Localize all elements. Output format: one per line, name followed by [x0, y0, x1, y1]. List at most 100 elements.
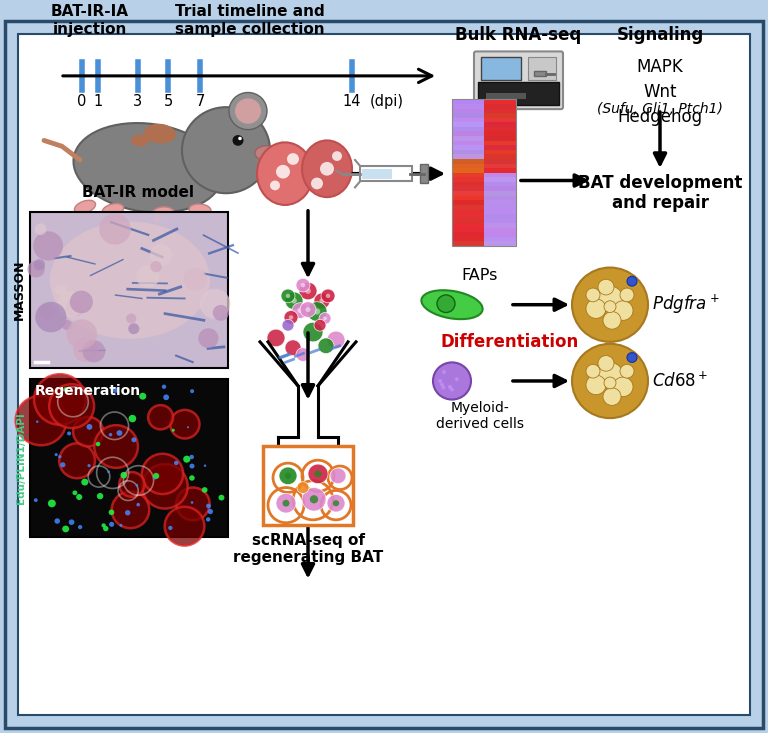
Bar	[484, 163, 517, 168]
Ellipse shape	[102, 204, 124, 216]
Circle shape	[620, 364, 634, 378]
Circle shape	[572, 344, 648, 418]
Circle shape	[323, 317, 327, 320]
Bar	[452, 117, 485, 122]
Bar	[484, 103, 517, 108]
Circle shape	[202, 487, 207, 493]
Circle shape	[283, 500, 290, 507]
Circle shape	[136, 265, 160, 288]
Circle shape	[111, 491, 149, 528]
Bar	[452, 168, 485, 173]
Bar	[484, 218, 517, 223]
Circle shape	[300, 302, 316, 317]
Bar	[452, 99, 485, 104]
Bar	[484, 136, 517, 141]
Circle shape	[35, 224, 47, 235]
Circle shape	[282, 320, 294, 331]
Circle shape	[94, 425, 138, 468]
Text: Signaling: Signaling	[617, 26, 703, 44]
Circle shape	[586, 299, 606, 318]
Circle shape	[148, 405, 173, 430]
Circle shape	[270, 180, 280, 191]
Bar	[360, 166, 412, 182]
Text: $\it{Cd68}^+$: $\it{Cd68}^+$	[652, 372, 708, 391]
Ellipse shape	[74, 123, 223, 213]
Bar	[484, 241, 517, 246]
Circle shape	[68, 520, 74, 525]
Ellipse shape	[152, 207, 174, 218]
Circle shape	[289, 315, 293, 320]
Circle shape	[35, 302, 67, 332]
Bar	[452, 136, 485, 141]
Circle shape	[128, 323, 140, 334]
Circle shape	[153, 214, 161, 222]
Circle shape	[76, 494, 82, 500]
Text: BAT-IR-IA
injection: BAT-IR-IA injection	[51, 4, 129, 37]
Circle shape	[315, 471, 322, 477]
Bar	[452, 108, 485, 113]
Bar	[484, 168, 517, 173]
Circle shape	[284, 311, 298, 324]
Circle shape	[297, 482, 309, 493]
Bar	[30, 379, 228, 537]
Text: $\it{Pdgfra}^+$: $\it{Pdgfra}^+$	[652, 293, 720, 317]
Bar	[484, 140, 517, 145]
Circle shape	[233, 135, 243, 146]
Circle shape	[126, 314, 136, 323]
Bar	[484, 158, 517, 163]
Circle shape	[55, 453, 58, 456]
Bar	[452, 232, 485, 237]
Ellipse shape	[189, 204, 211, 216]
Circle shape	[310, 496, 318, 504]
Bar	[30, 212, 228, 368]
Circle shape	[327, 494, 345, 512]
Circle shape	[314, 320, 326, 331]
Text: 0: 0	[78, 95, 87, 109]
Circle shape	[171, 429, 175, 432]
Bar	[452, 154, 485, 159]
Circle shape	[198, 328, 219, 348]
Bar	[452, 213, 485, 218]
Bar	[452, 227, 485, 232]
Text: Myeloid-
derived cells: Myeloid- derived cells	[436, 400, 524, 431]
Bar	[484, 126, 517, 131]
Circle shape	[286, 294, 290, 298]
Circle shape	[189, 475, 195, 481]
FancyBboxPatch shape	[474, 51, 563, 109]
Circle shape	[285, 292, 303, 309]
Circle shape	[620, 288, 634, 302]
Circle shape	[218, 495, 224, 501]
Circle shape	[190, 463, 194, 468]
Circle shape	[586, 375, 606, 394]
Circle shape	[287, 153, 299, 165]
Circle shape	[285, 473, 291, 479]
Circle shape	[49, 384, 94, 428]
Text: scRNA-seq of
regenerating BAT: scRNA-seq of regenerating BAT	[233, 533, 383, 565]
Circle shape	[190, 454, 194, 459]
Circle shape	[168, 526, 173, 530]
Circle shape	[154, 478, 156, 479]
Circle shape	[187, 426, 189, 428]
Circle shape	[627, 353, 637, 362]
Bar	[452, 144, 485, 150]
Bar	[452, 199, 485, 205]
Circle shape	[603, 388, 621, 405]
Circle shape	[604, 377, 616, 388]
Circle shape	[136, 484, 138, 487]
Bar	[484, 223, 517, 228]
Circle shape	[229, 92, 267, 130]
Circle shape	[439, 379, 442, 383]
Circle shape	[279, 467, 297, 485]
Circle shape	[128, 415, 136, 422]
Circle shape	[627, 276, 637, 286]
Circle shape	[174, 461, 178, 465]
Bar	[452, 163, 485, 168]
Circle shape	[117, 430, 122, 436]
Circle shape	[238, 136, 242, 140]
Circle shape	[34, 498, 38, 502]
Circle shape	[604, 301, 616, 312]
Bar	[484, 99, 517, 104]
Circle shape	[121, 472, 127, 479]
Bar	[484, 144, 517, 150]
Circle shape	[301, 283, 305, 287]
